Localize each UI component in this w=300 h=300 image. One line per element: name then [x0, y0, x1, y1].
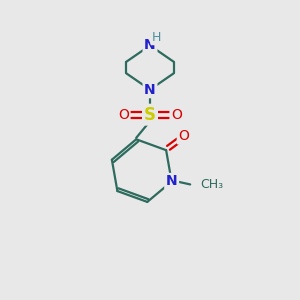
- Text: O: O: [118, 108, 129, 122]
- Text: O: O: [178, 129, 189, 143]
- Text: CH₃: CH₃: [200, 178, 224, 191]
- Text: H: H: [152, 31, 161, 44]
- Text: S: S: [144, 106, 156, 124]
- Text: O: O: [171, 108, 182, 122]
- Text: N: N: [166, 175, 178, 188]
- Text: N: N: [144, 38, 156, 52]
- Text: N: N: [144, 82, 156, 97]
